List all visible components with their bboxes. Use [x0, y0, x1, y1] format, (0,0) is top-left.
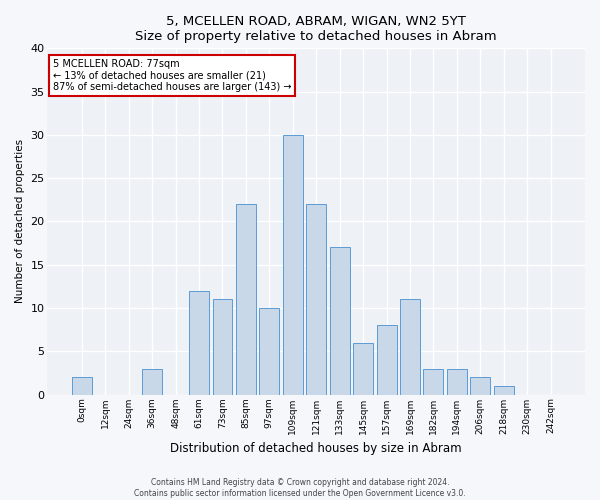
Bar [189, 290, 209, 395]
Bar [283, 135, 303, 394]
Bar [236, 204, 256, 394]
Bar [142, 368, 162, 394]
Y-axis label: Number of detached properties: Number of detached properties [15, 140, 25, 304]
Bar [400, 300, 420, 394]
Bar [447, 368, 467, 394]
Bar [212, 300, 232, 394]
Bar [353, 342, 373, 394]
Bar [494, 386, 514, 394]
Bar [424, 368, 443, 394]
Bar [72, 377, 92, 394]
Bar [470, 377, 490, 394]
Bar [330, 248, 350, 394]
Title: 5, MCELLEN ROAD, ABRAM, WIGAN, WN2 5YT
Size of property relative to detached hou: 5, MCELLEN ROAD, ABRAM, WIGAN, WN2 5YT S… [136, 15, 497, 43]
Text: 5 MCELLEN ROAD: 77sqm
← 13% of detached houses are smaller (21)
87% of semi-deta: 5 MCELLEN ROAD: 77sqm ← 13% of detached … [53, 58, 292, 92]
Text: Contains HM Land Registry data © Crown copyright and database right 2024.
Contai: Contains HM Land Registry data © Crown c… [134, 478, 466, 498]
X-axis label: Distribution of detached houses by size in Abram: Distribution of detached houses by size … [170, 442, 462, 455]
Bar [306, 204, 326, 394]
Bar [377, 326, 397, 394]
Bar [259, 308, 280, 394]
